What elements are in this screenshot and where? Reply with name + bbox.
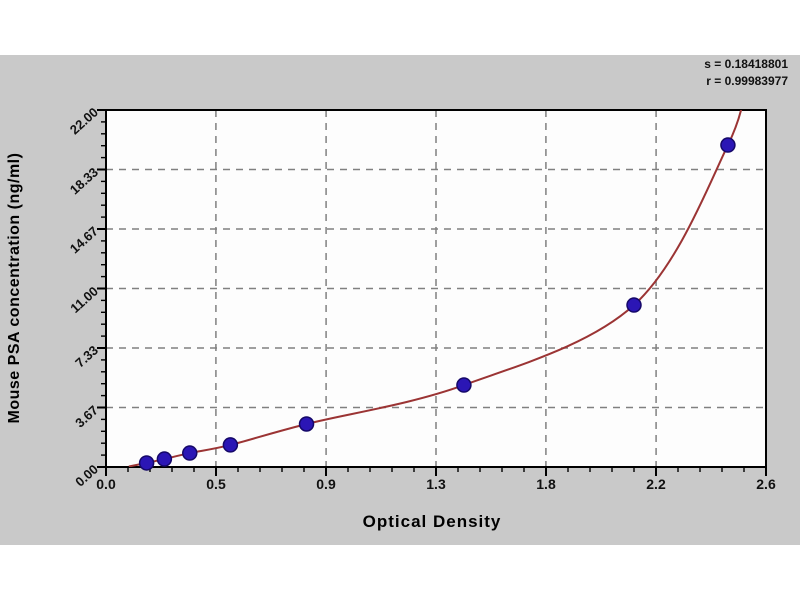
data-point bbox=[222, 437, 239, 453]
data-point bbox=[138, 455, 155, 471]
data-point bbox=[626, 297, 642, 313]
data-point bbox=[156, 451, 173, 467]
x-tick-label: 0.9 bbox=[316, 476, 336, 492]
data-point bbox=[298, 416, 315, 432]
data-point bbox=[720, 137, 736, 153]
fit-statistics: s = 0.18418801 r = 0.99983977 bbox=[704, 56, 788, 90]
axis-ticks bbox=[97, 109, 767, 476]
stat-s-value: s = 0.18418801 bbox=[704, 57, 788, 71]
standard-points bbox=[138, 137, 736, 471]
stat-r-value: r = 0.99983977 bbox=[706, 74, 788, 88]
x-tick-label: 0.0 bbox=[96, 476, 116, 492]
x-tick-label: 1.8 bbox=[536, 476, 556, 492]
x-tick-label: 2.2 bbox=[646, 476, 666, 492]
gridlines bbox=[106, 110, 766, 467]
x-tick-label: 2.6 bbox=[756, 476, 776, 492]
x-tick-label: 1.3 bbox=[426, 476, 446, 492]
x-axis-title: Optical Density bbox=[362, 512, 502, 531]
y-axis-title: Mouse PSA concentration (ng/ml) bbox=[6, 152, 23, 424]
data-point bbox=[456, 377, 472, 393]
x-tick-label: 0.5 bbox=[206, 476, 226, 492]
data-point bbox=[182, 445, 198, 461]
